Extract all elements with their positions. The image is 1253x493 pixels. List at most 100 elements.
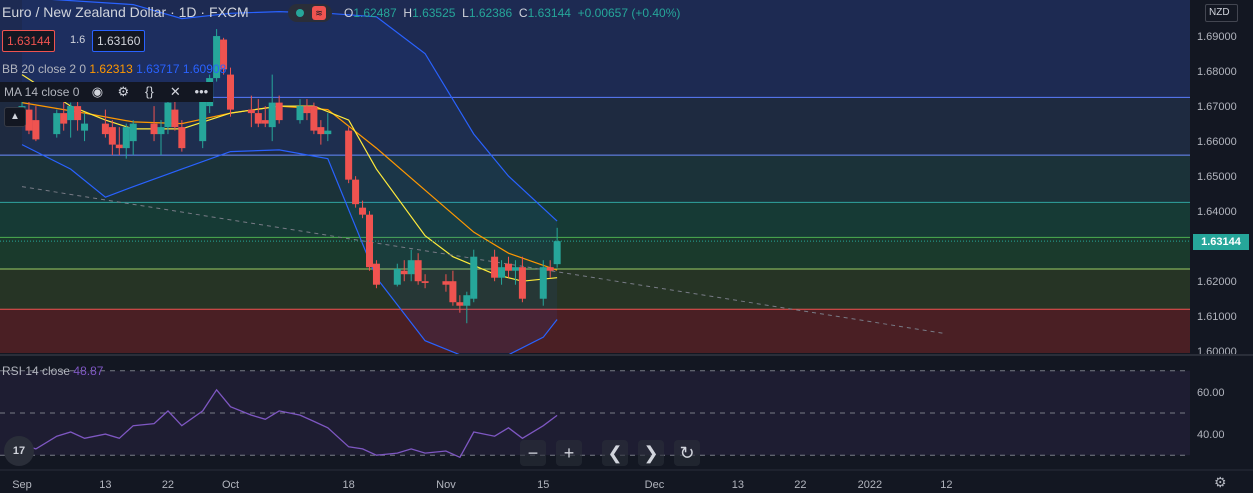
currency-selector[interactable]: NZD	[1205, 4, 1238, 22]
candle	[345, 127, 353, 184]
candle-body	[25, 109, 33, 131]
bb-basis-value: 1.62313	[89, 62, 133, 76]
candle	[213, 29, 221, 82]
y-tick-label: 1.64000	[1197, 206, 1237, 218]
braces-icon[interactable]: {}	[145, 84, 154, 99]
bb-legend[interactable]: BB 20 close 2 0 1.62313 1.63717 1.60908	[2, 62, 226, 76]
candle	[81, 113, 89, 142]
candle	[227, 67, 234, 117]
y-tick-label: 1.60000	[1197, 346, 1237, 358]
candle-body	[491, 256, 499, 278]
candle-body	[60, 113, 68, 124]
candle	[421, 274, 429, 289]
price-zone	[0, 309, 1190, 353]
candle-body	[303, 106, 311, 114]
candle	[393, 263, 401, 287]
open-value: 1.62487	[353, 6, 397, 20]
spread-value: 1.6	[70, 34, 86, 46]
candle-body	[470, 256, 478, 299]
y-tick-label: 1.66000	[1197, 136, 1237, 148]
candle	[25, 99, 33, 135]
candle-body	[129, 123, 137, 142]
candle-body	[18, 106, 26, 108]
bb-upper-value: 1.63717	[136, 62, 180, 76]
candle-body	[81, 123, 89, 131]
rsi-line	[21, 388, 558, 459]
candle-body	[101, 123, 109, 135]
gear-icon[interactable]: ⚙	[117, 84, 130, 99]
y-tick-label: 1.68000	[1197, 66, 1237, 78]
zoom-in-icon[interactable]: +	[556, 440, 582, 466]
candle	[129, 120, 137, 156]
collapse-icon[interactable]: ▲	[4, 107, 26, 127]
close-value: 1.63144	[527, 6, 571, 20]
tradingview-logo[interactable]: 17	[4, 436, 34, 466]
candle	[414, 253, 422, 285]
symbol-title[interactable]: Euro / New Zealand Dollar · 1D · FXCM	[2, 4, 249, 20]
settings-icon[interactable]: ⚙	[1214, 474, 1227, 490]
zoom-out-icon[interactable]: −	[520, 440, 546, 466]
candle	[171, 99, 179, 131]
candle-body	[505, 263, 512, 271]
candle-body	[254, 113, 262, 124]
ma-legend[interactable]: MA 14 close 0 ◉ ⚙ {} ✕ •••	[0, 82, 214, 102]
market-open-dot-icon	[296, 9, 304, 17]
x-tick-label: 13	[99, 479, 111, 491]
candle	[449, 270, 457, 306]
candle-body	[352, 179, 360, 205]
candle	[317, 120, 325, 145]
candle	[546, 260, 554, 278]
candle-body	[261, 120, 269, 124]
candle	[491, 249, 499, 282]
candle	[32, 106, 40, 142]
candle-body	[539, 267, 547, 299]
x-tick-label: 2022	[858, 479, 882, 491]
candle	[157, 120, 165, 156]
ohlc-readout: O1.62487 H1.63525 L1.62386 C1.63144 +0.0…	[344, 6, 681, 20]
candle	[178, 120, 186, 152]
x-tick-label: Dec	[645, 479, 665, 491]
candle	[53, 109, 61, 138]
more-icon[interactable]: •••	[194, 84, 209, 99]
candle	[372, 260, 380, 289]
close-icon[interactable]: ✕	[169, 84, 181, 99]
bb-lower-value: 1.60908	[182, 62, 227, 76]
rsi-value: 48.87	[73, 364, 104, 378]
candle-body	[359, 207, 367, 215]
price-zone	[0, 202, 1190, 238]
y-tick-label: 1.61000	[1197, 311, 1237, 323]
candle	[511, 260, 519, 285]
candle-body	[511, 267, 519, 271]
scroll-left-icon[interactable]: ❮	[602, 440, 628, 466]
candle	[505, 256, 512, 278]
wave-icon: ≋	[312, 6, 326, 20]
market-status-toggle[interactable]: ≋	[288, 4, 332, 22]
candle-body	[157, 127, 165, 135]
y-tick-label: 1.65000	[1197, 171, 1237, 183]
candle-body	[247, 109, 255, 114]
candle-body	[32, 120, 40, 140]
eye-icon[interactable]: ◉	[91, 84, 104, 99]
candle-body	[310, 106, 318, 131]
candle	[220, 37, 228, 75]
candle-body	[171, 109, 179, 128]
buy-button[interactable]: 1.63160	[92, 30, 146, 52]
trend-line	[21, 186, 947, 335]
candle	[254, 99, 262, 128]
x-tick-label: 22	[794, 479, 806, 491]
reset-icon[interactable]: ↻	[674, 440, 700, 466]
candle-body	[122, 127, 130, 149]
price-zone	[0, 268, 1190, 310]
x-tick-label: 18	[343, 479, 355, 491]
candle	[150, 106, 158, 142]
scroll-right-icon[interactable]: ❯	[638, 440, 664, 466]
rsi-legend[interactable]: RSI 14 close 48.87	[2, 364, 103, 378]
candle-body	[421, 281, 429, 283]
rsi-label: RSI 14 close	[2, 364, 71, 378]
time-axis	[0, 470, 1253, 493]
candle-body	[546, 267, 554, 271]
sell-button[interactable]: 1.63144	[2, 30, 56, 52]
candle-body	[53, 113, 61, 135]
candle-body	[220, 39, 228, 70]
